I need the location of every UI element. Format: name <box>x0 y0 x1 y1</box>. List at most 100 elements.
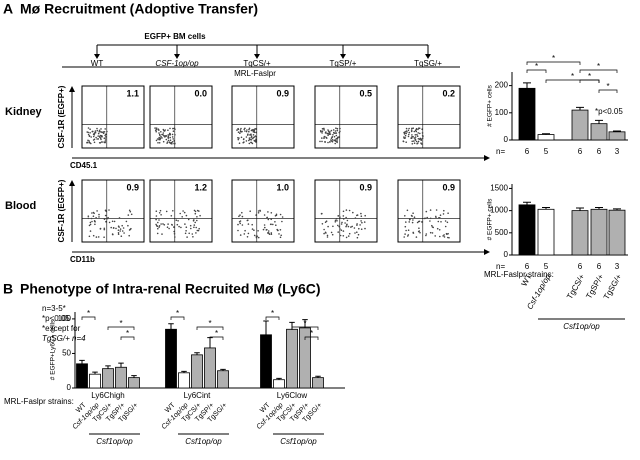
event-dot <box>321 140 323 143</box>
bar <box>217 370 229 389</box>
error-bar <box>194 352 200 355</box>
event-dot <box>417 220 420 223</box>
event-dot <box>195 232 197 234</box>
event-dot <box>339 130 341 133</box>
event-dot <box>356 223 358 225</box>
flow-plot <box>397 85 461 149</box>
event-dot <box>406 235 409 237</box>
event-dot <box>173 226 175 228</box>
event-dot <box>321 137 323 139</box>
event-dot <box>411 140 414 143</box>
bar <box>608 209 626 256</box>
event-dot <box>246 236 249 238</box>
event-dot <box>410 214 413 217</box>
event-dot <box>100 128 102 130</box>
event-dot <box>163 135 165 137</box>
event-dot <box>444 220 447 222</box>
event-dot <box>332 129 335 131</box>
event-dot <box>237 223 239 226</box>
event-dot <box>184 232 187 235</box>
event-dot <box>87 215 90 217</box>
event-dot <box>405 141 408 143</box>
event-dot <box>248 127 251 130</box>
event-dot <box>364 227 366 230</box>
event-dot <box>103 228 106 231</box>
event-dot <box>199 214 201 217</box>
event-dot <box>157 142 159 144</box>
event-dot <box>335 127 337 129</box>
event-dot <box>172 138 174 140</box>
event-dot <box>172 127 174 130</box>
genotype-label: Csf1op/op <box>185 437 222 446</box>
event-dot <box>193 209 196 212</box>
event-dot <box>167 129 169 131</box>
event-dot <box>326 236 329 238</box>
event-dot <box>324 231 327 234</box>
event-dot <box>330 139 332 141</box>
event-dot <box>247 133 249 135</box>
event-dot <box>421 132 424 134</box>
event-dot <box>344 222 346 224</box>
event-dot <box>89 221 92 224</box>
bar <box>89 373 101 389</box>
event-dot <box>239 130 242 133</box>
strains-label: MRL-Faslpr strains: <box>484 270 554 279</box>
event-dot <box>275 224 277 226</box>
event-dot <box>267 211 269 213</box>
event-dot <box>331 140 334 143</box>
y-axis-label: # EGFP+ cells <box>487 198 494 240</box>
event-dot <box>88 135 91 137</box>
event-dot <box>403 133 406 135</box>
event-dot <box>431 232 434 234</box>
event-dot <box>125 220 128 223</box>
bar <box>76 363 88 389</box>
event-dot <box>95 236 98 238</box>
event-dot <box>429 231 432 234</box>
y-axis-label: # EGFP+Ly6C+ cells <box>50 319 57 380</box>
event-dot <box>332 225 334 228</box>
event-dot <box>106 130 108 133</box>
event-dot <box>265 229 268 231</box>
event-dot <box>248 137 251 139</box>
arrow-head <box>425 54 431 59</box>
event-dot <box>253 131 256 134</box>
event-dot <box>421 128 423 130</box>
event-dot <box>249 210 251 212</box>
event-dot <box>403 137 406 139</box>
event-dot <box>407 129 410 132</box>
event-dot <box>353 227 356 229</box>
event-dot <box>270 232 273 234</box>
event-dot <box>104 138 107 140</box>
event-dot <box>250 138 252 141</box>
significance-bracket <box>196 326 224 330</box>
event-dot <box>242 138 245 141</box>
event-dot <box>415 140 418 143</box>
significance-star: * <box>588 72 591 81</box>
event-dot <box>101 135 103 137</box>
error-bar <box>576 207 584 211</box>
event-dot <box>173 230 175 233</box>
event-dot <box>360 228 363 230</box>
event-dot <box>241 211 243 214</box>
error-bar <box>613 130 621 132</box>
event-dot <box>99 227 102 230</box>
event-dot <box>118 217 121 219</box>
event-dot <box>100 131 102 133</box>
event-dot <box>173 142 175 145</box>
arrow-head <box>340 54 346 59</box>
event-dot <box>413 142 416 144</box>
event-dot <box>274 221 276 223</box>
event-dot <box>89 230 92 232</box>
event-dot <box>324 221 327 223</box>
event-dot <box>405 127 408 130</box>
event-dot <box>425 233 428 235</box>
group-label: TgSP/+ <box>330 59 357 68</box>
event-dot <box>172 130 175 132</box>
event-dot <box>156 225 159 227</box>
event-dot <box>88 141 90 144</box>
event-dot <box>323 137 325 139</box>
event-dot <box>129 228 131 231</box>
event-dot <box>193 219 195 221</box>
event-dot <box>95 136 97 139</box>
event-dot <box>417 138 420 140</box>
